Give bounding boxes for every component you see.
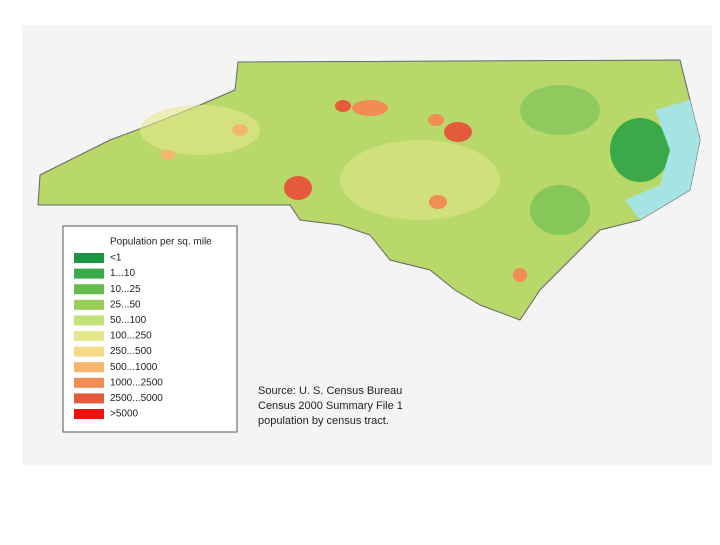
source-line: population by census tract.: [258, 415, 389, 427]
city: [444, 122, 472, 142]
legend-swatch: [74, 315, 104, 326]
city: [284, 176, 312, 200]
legend-label: 1000...2500: [110, 377, 163, 388]
legend-items: <1 1...10 10...25 25...50 50...100 100...250 2…: [74, 253, 163, 420]
state-map: [37, 59, 701, 321]
legend-swatch: [74, 284, 104, 295]
legend-swatch: [74, 346, 104, 357]
legend-swatch: [74, 253, 104, 263]
city: [428, 114, 444, 126]
legend-title: Population per sq. mile: [110, 237, 212, 248]
city: [513, 268, 527, 282]
source-note: Source: U. S. Census Bureau Census 2000 S…: [258, 385, 403, 427]
city: [335, 100, 351, 112]
legend-swatch: [74, 409, 104, 419]
region: [140, 105, 260, 155]
city: [161, 150, 175, 160]
city: [429, 195, 447, 209]
region: [340, 140, 500, 220]
source-line: Source: U. S. Census Bureau: [258, 385, 402, 397]
legend-swatch: [74, 331, 104, 341]
legend-swatch: [74, 268, 104, 279]
legend-swatch: [74, 393, 104, 404]
source-line: Census 2000 Summary File 1: [258, 400, 403, 412]
legend-swatch: [74, 299, 104, 310]
city: [352, 100, 388, 116]
legend-label: 2500...5000: [110, 393, 163, 404]
legend-label: >5000: [110, 409, 139, 420]
legend-swatch: [74, 377, 104, 388]
region: [610, 118, 670, 182]
legend-label: 25...50: [110, 299, 141, 310]
sound: [625, 100, 700, 220]
legend-label: 100...250: [110, 331, 152, 342]
region: [520, 85, 600, 135]
legend-label: 500...1000: [110, 362, 158, 373]
legend-label: 10...25: [110, 284, 141, 295]
city: [232, 124, 248, 136]
legend-swatch: [74, 362, 104, 373]
legend-label: 250...500: [110, 346, 152, 357]
legend-label: <1: [110, 253, 122, 264]
region: [530, 185, 590, 235]
legend-label: 1...10: [110, 268, 135, 279]
legend-label: 50...100: [110, 315, 147, 326]
